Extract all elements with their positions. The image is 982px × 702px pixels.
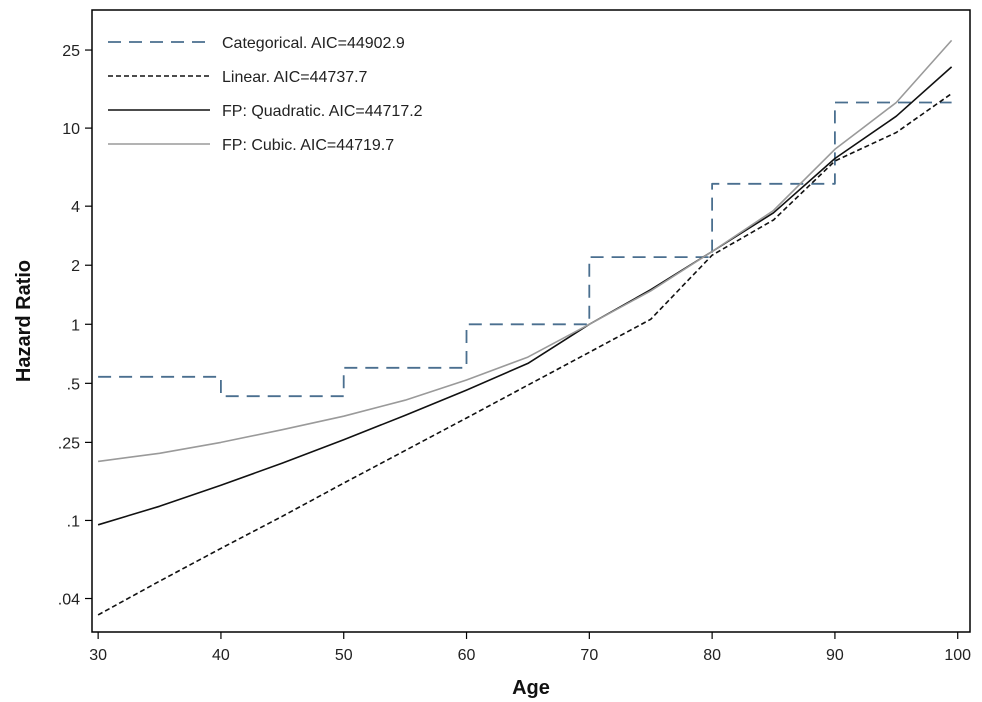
series-line-2 bbox=[97, 92, 953, 616]
y-tick-label: .1 bbox=[67, 513, 80, 530]
x-tick-label: 60 bbox=[458, 647, 476, 664]
legend-label-1: Categorical. AIC=44902.9 bbox=[222, 35, 405, 52]
legend-label-3: FP: Quadratic. AIC=44717.2 bbox=[222, 103, 423, 120]
x-tick-label: 70 bbox=[580, 647, 598, 664]
x-tick-label: 50 bbox=[335, 647, 353, 664]
series-line-1 bbox=[98, 101, 952, 398]
plot-frame bbox=[91, 9, 971, 633]
series-line-4 bbox=[97, 39, 953, 463]
y-tick-label: .25 bbox=[58, 435, 80, 452]
y-axis-title: Hazard Ratio bbox=[13, 260, 35, 382]
y-tick-label: 1 bbox=[71, 317, 80, 334]
legend-label-4: FP: Cubic. AIC=44719.7 bbox=[222, 137, 394, 154]
legend-label-2: Linear. AIC=44737.7 bbox=[222, 69, 368, 86]
x-axis-title: Age bbox=[512, 677, 550, 699]
y-tick-label: .5 bbox=[67, 376, 80, 393]
x-tick-label: 90 bbox=[826, 647, 844, 664]
y-tick-label: 10 bbox=[62, 121, 80, 138]
x-tick-label: 100 bbox=[944, 647, 971, 664]
y-tick-label: 2 bbox=[71, 258, 80, 275]
axes: 30 40 50 60 70 80 90 100 .04 .1 .25 .5 1 2 4 10 25 bbox=[58, 9, 971, 664]
x-tick-label: 80 bbox=[703, 647, 721, 664]
x-tick-label: 30 bbox=[89, 647, 107, 664]
series-layer bbox=[97, 39, 953, 616]
x-tick-label: 40 bbox=[212, 647, 230, 664]
y-tick-label: 25 bbox=[62, 43, 80, 60]
y-tick-label: 4 bbox=[71, 199, 80, 216]
series-line-3 bbox=[97, 66, 953, 526]
legend: Categorical. AIC=44902.9 Linear. AIC=4473… bbox=[108, 35, 423, 154]
y-tick-label: .04 bbox=[58, 592, 80, 609]
